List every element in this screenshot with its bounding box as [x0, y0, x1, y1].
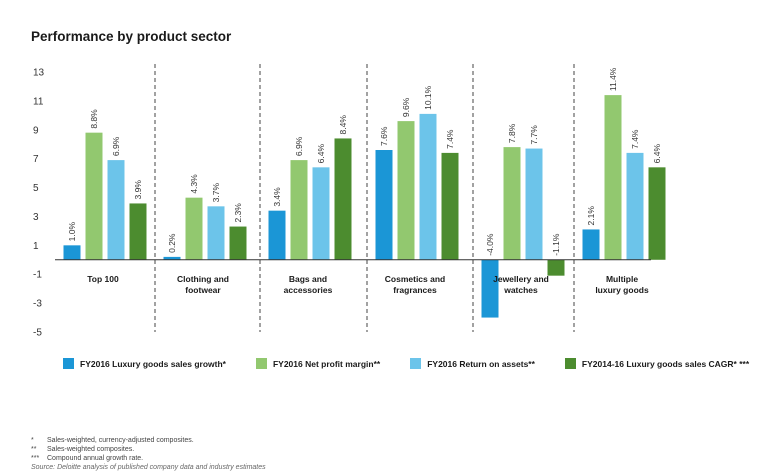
category-separators: [154, 64, 575, 332]
bar: [503, 147, 521, 260]
y-tick-label: -1: [33, 270, 42, 281]
data-label: 10.1%: [423, 85, 433, 110]
legend-item: FY2016 Luxury goods sales growth*: [63, 358, 226, 369]
bar: [626, 152, 644, 260]
bar: [481, 259, 499, 318]
category-label: Cosmetics and fragrances: [385, 274, 445, 295]
footnote-text: Sales-weighted, currency-adjusted compos…: [47, 437, 194, 444]
legend-swatch: [255, 358, 267, 369]
bar: [525, 148, 543, 260]
y-tick-label: 5: [33, 183, 39, 194]
bar: [375, 150, 393, 260]
bar: [397, 121, 415, 260]
data-label: 3.9%: [133, 180, 143, 200]
data-label: 4.3%: [189, 174, 199, 194]
category-label: Bags and accessories: [284, 274, 333, 295]
footnote-mark: *: [31, 437, 34, 444]
data-label: 9.6%: [401, 97, 411, 117]
bar: [207, 206, 225, 260]
y-tick-label: 13: [33, 68, 45, 79]
footnotes: * Sales-weighted, currency-adjusted comp…: [31, 436, 194, 463]
legend-swatch: [564, 358, 576, 369]
bar: [547, 259, 565, 276]
page-title: Performance by product sector: [31, 29, 232, 44]
data-label: 8.4%: [338, 115, 348, 135]
y-tick-label: 1: [33, 241, 39, 252]
y-tick-label: -3: [33, 299, 42, 310]
data-label: 2.1%: [586, 206, 596, 226]
data-label: 3.4%: [272, 187, 282, 207]
bar: [604, 95, 622, 260]
legend-label: FY2016 Net profit margin**: [272, 358, 381, 369]
legend-label: FY2014-16 Luxury goods sales CAGR* ***: [581, 358, 750, 369]
data-label: -1.1%: [551, 233, 561, 256]
bar: [268, 210, 286, 260]
data-label: 8.8%: [89, 109, 99, 129]
y-tick-label: 9: [33, 125, 39, 136]
legend-item: FY2014-16 Luxury goods sales CAGR* ***: [564, 358, 750, 369]
data-label: 7.4%: [630, 129, 640, 149]
data-labels: 1.0% 8.8% 6.9% 3.9% 0.2% 4.3% 3.7% 2.3% 3.4% 6.9%…: [67, 67, 662, 256]
data-label: 7.6%: [379, 126, 389, 146]
data-label: 6.4%: [652, 144, 662, 164]
data-label: 0.2%: [167, 233, 177, 253]
data-label: 6.9%: [294, 136, 304, 156]
footnote-mark: ***: [31, 455, 40, 462]
y-tick-label: 7: [33, 154, 39, 165]
legend-item: FY2016 Return on assets**: [410, 358, 535, 369]
legend-swatch: [63, 358, 74, 369]
y-tick-label: 3: [33, 212, 39, 223]
legend-label: FY2016 Luxury goods sales growth*: [80, 358, 226, 369]
data-label: 7.4%: [445, 129, 455, 149]
legend: FY2016 Luxury goods sales growth* FY2016…: [63, 358, 749, 369]
bar: [85, 132, 103, 260]
legend-label: FY2016 Return on assets**: [427, 358, 535, 369]
bar: [312, 167, 330, 260]
bars: [63, 95, 666, 318]
legend-swatch: [410, 358, 422, 369]
data-label: 7.8%: [507, 123, 517, 143]
bar: [185, 197, 203, 260]
data-label: 11.4%: [608, 67, 618, 91]
y-tick-label: -5: [33, 328, 42, 339]
category-label: Top 100: [87, 274, 119, 284]
bar: [129, 203, 147, 260]
data-label: 7.7%: [529, 125, 539, 145]
legend-item: FY2016 Net profit margin**: [255, 358, 381, 369]
category-label: Multiple luxury goods: [595, 274, 649, 295]
bar: [63, 245, 81, 260]
footnote: *** Compound annual growth rate.: [31, 454, 194, 463]
bar: [290, 160, 308, 260]
bar: [582, 229, 600, 260]
footnote: * Sales-weighted, currency-adjusted comp…: [31, 436, 194, 445]
bar: [107, 160, 125, 260]
footnote-mark: **: [31, 446, 37, 453]
data-label: 2.3%: [233, 203, 243, 223]
source-note: Source: Deloitte analysis of published c…: [31, 464, 266, 471]
category-label: Clothing and footwear: [177, 274, 229, 295]
data-label: 3.7%: [211, 183, 221, 203]
data-label: 6.9%: [111, 136, 121, 156]
category-label: Jewellery and watches: [493, 274, 549, 295]
bar: [648, 167, 666, 260]
footnote-text: Sales-weighted composites.: [47, 446, 135, 453]
data-label: 6.4%: [316, 144, 326, 164]
x-axis-categories: Top 100 Clothing and footwear Bags and acces…: [87, 274, 649, 295]
bar-chart: 13 11 9 7 5 3 1 -1 -3 -5 1.0% 8.8% 6.9% 3.9% 0.2% 4.3%…: [33, 64, 666, 339]
y-tick-label: 11: [33, 96, 44, 107]
bar: [441, 152, 459, 260]
footnote: ** Sales-weighted composites.: [31, 445, 194, 454]
data-label: -4.0%: [485, 233, 495, 256]
footnote-text: Compound annual growth rate.: [47, 455, 144, 462]
bar: [419, 113, 437, 260]
bar: [229, 226, 247, 260]
bar: [163, 256, 181, 260]
bar: [334, 138, 352, 260]
y-axis: 13 11 9 7 5 3 1 -1 -3 -5: [33, 68, 45, 339]
data-label: 1.0%: [67, 222, 77, 242]
